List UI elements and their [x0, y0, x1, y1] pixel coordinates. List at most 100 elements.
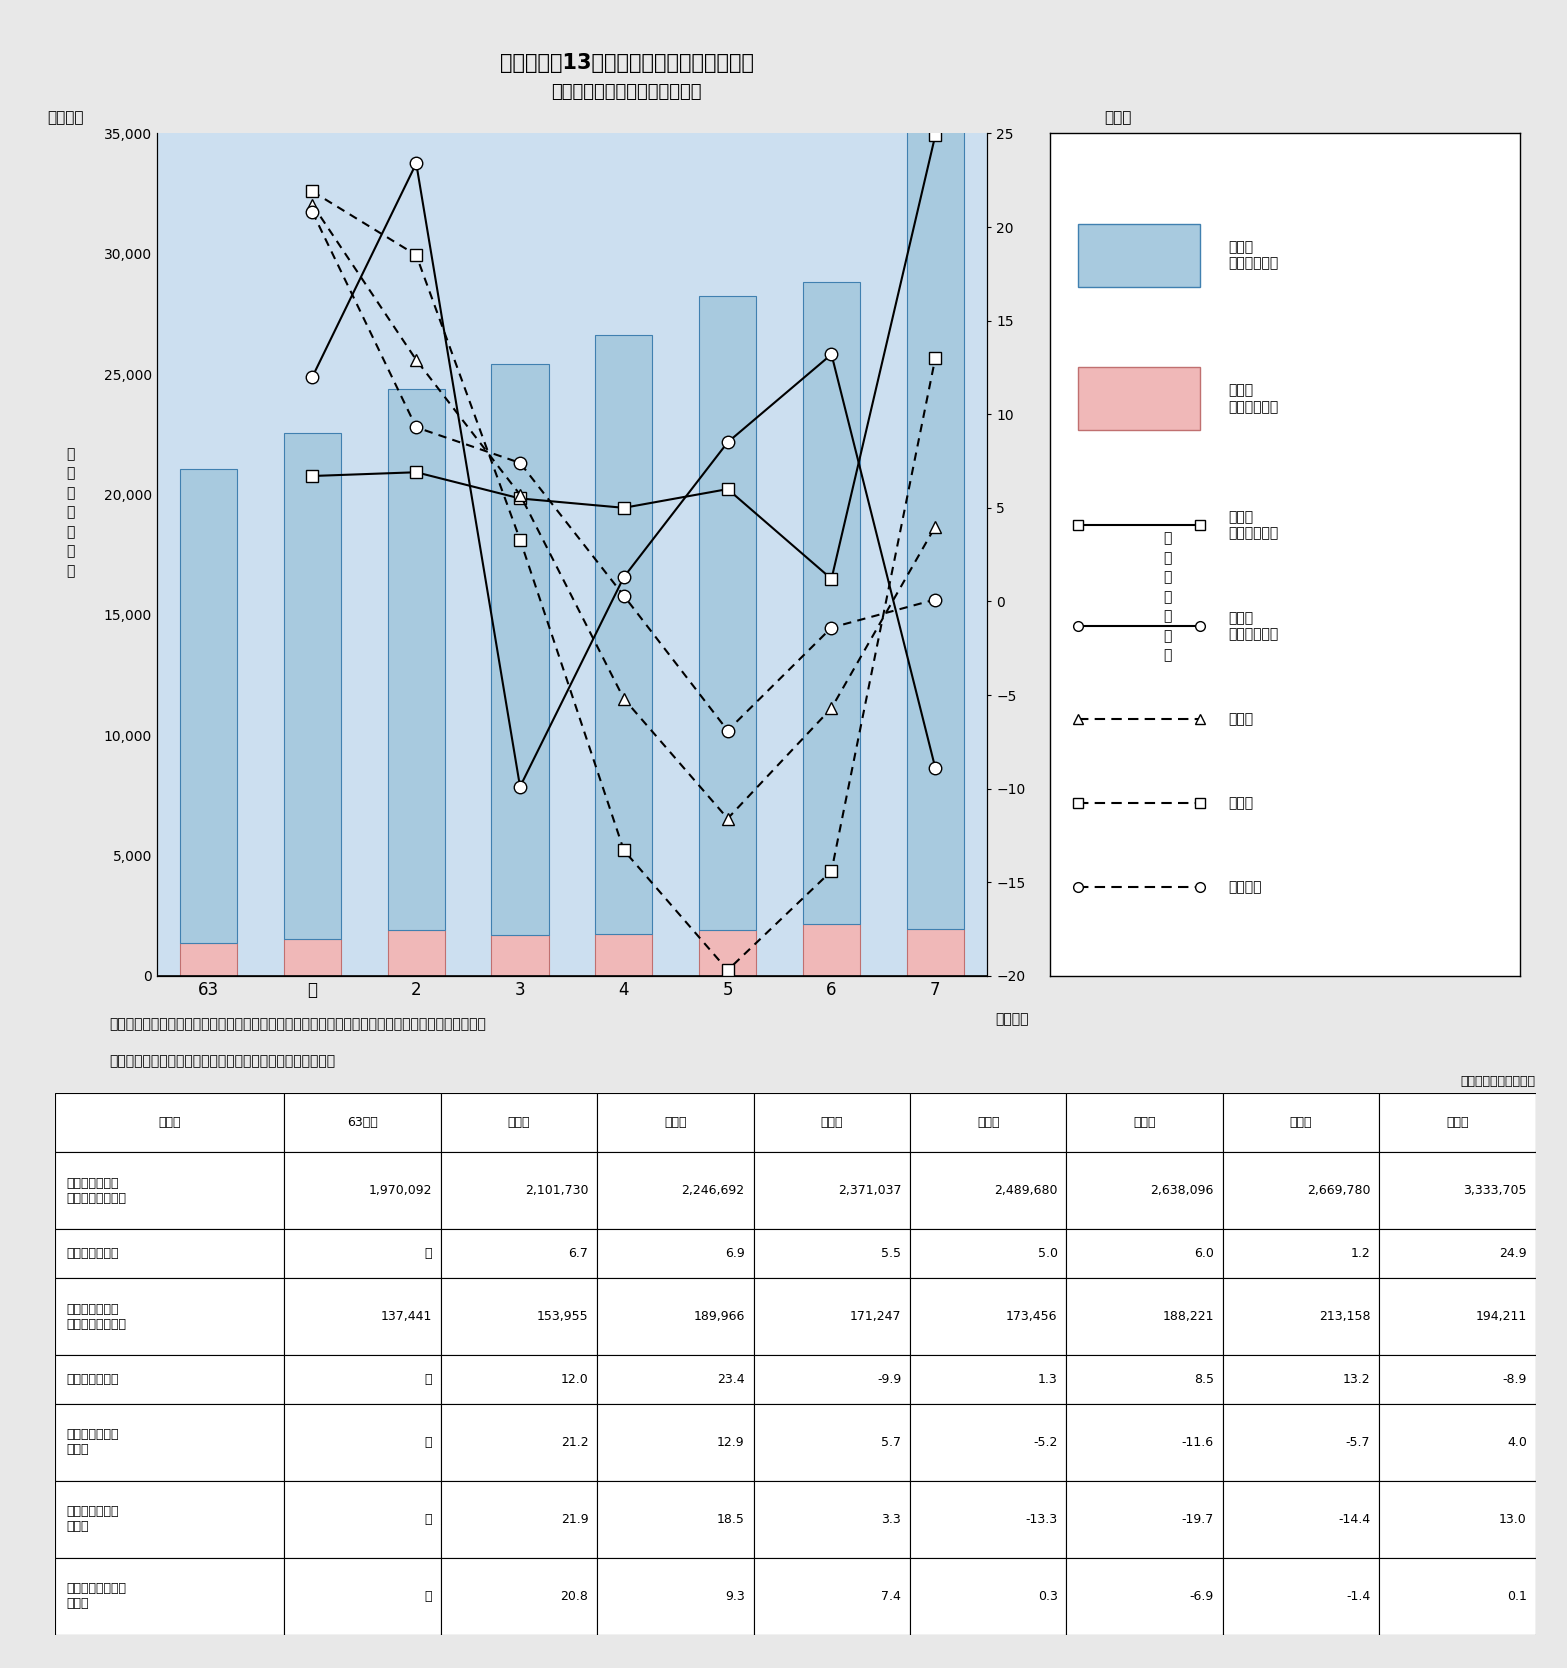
Bar: [910, 1403, 1067, 1481]
Text: 9.3: 9.3: [726, 1590, 744, 1603]
Bar: [1067, 1354, 1222, 1403]
Text: 第１－２－13図　業種別設備投資額の推移: 第１－２－13図 業種別設備投資額の推移: [500, 53, 754, 73]
Text: -1.4: -1.4: [1346, 1590, 1371, 1603]
Bar: [440, 1278, 597, 1354]
Bar: [910, 1558, 1067, 1635]
Text: -8.9: -8.9: [1503, 1373, 1526, 1386]
Text: 1,970,092: 1,970,092: [368, 1184, 432, 1198]
Text: -6.9: -6.9: [1189, 1590, 1214, 1603]
Bar: [754, 1354, 910, 1403]
Bar: [699, 931, 757, 976]
Text: -5.7: -5.7: [1346, 1436, 1371, 1448]
Bar: [597, 1093, 754, 1153]
Bar: [1067, 1403, 1222, 1481]
Text: 13.0: 13.0: [1500, 1513, 1526, 1526]
Bar: [1067, 1278, 1222, 1354]
Bar: [1222, 1354, 1379, 1403]
Text: 171,247: 171,247: [849, 1309, 901, 1323]
Bar: [1379, 1558, 1536, 1635]
Text: -19.7: -19.7: [1182, 1513, 1214, 1526]
Text: -13.3: -13.3: [1025, 1513, 1058, 1526]
Text: -5.2: -5.2: [1033, 1436, 1058, 1448]
Text: 2,638,096: 2,638,096: [1150, 1184, 1214, 1198]
Bar: [754, 1153, 910, 1229]
Bar: [597, 1354, 754, 1403]
Text: －: －: [425, 1590, 432, 1603]
Bar: [802, 924, 860, 976]
Bar: [1222, 1229, 1379, 1278]
Bar: [284, 1278, 440, 1354]
Bar: [180, 469, 237, 942]
Bar: [910, 1481, 1067, 1558]
Text: -9.9: -9.9: [878, 1373, 901, 1386]
Text: ３年度: ３年度: [821, 1116, 843, 1129]
Bar: [284, 1153, 440, 1229]
Bar: [284, 1229, 440, 1278]
Text: 5.5: 5.5: [881, 1248, 901, 1261]
Text: 製造業: 製造業: [1229, 796, 1254, 811]
Bar: [595, 335, 652, 934]
Bar: [1067, 1093, 1222, 1153]
Bar: [1067, 1558, 1222, 1635]
Text: -11.6: -11.6: [1182, 1436, 1214, 1448]
Text: 137,441: 137,441: [381, 1309, 432, 1323]
Text: 非製造業: 非製造業: [1229, 881, 1261, 894]
Text: ４年度: ４年度: [976, 1116, 1000, 1129]
Bar: [910, 1229, 1067, 1278]
Text: 18.5: 18.5: [716, 1513, 744, 1526]
Text: 153,955: 153,955: [536, 1309, 588, 1323]
Text: 0.3: 0.3: [1037, 1590, 1058, 1603]
Bar: [55, 1354, 284, 1403]
Bar: [910, 1354, 1067, 1403]
Text: 全産業: 全産業: [1229, 712, 1254, 726]
Bar: [55, 1093, 284, 1153]
Bar: [910, 1278, 1067, 1354]
Text: 第二種電気通信
事業の設備投資額: 第二種電気通信 事業の設備投資額: [67, 1303, 127, 1331]
Text: 元年度: 元年度: [508, 1116, 530, 1129]
Text: 2,489,680: 2,489,680: [993, 1184, 1058, 1198]
Bar: [1379, 1153, 1536, 1229]
Bar: [387, 931, 445, 976]
Text: 3,333,705: 3,333,705: [1464, 1184, 1526, 1198]
Text: ２年度: ２年度: [664, 1116, 686, 1129]
Bar: [55, 1403, 284, 1481]
Text: （注）７年度は修正計画額、その他の年度は実績額である。: （注）７年度は修正計画額、その他の年度は実績額である。: [110, 1054, 335, 1068]
Text: 1.2: 1.2: [1351, 1248, 1371, 1261]
Bar: [1379, 1278, 1536, 1354]
Bar: [440, 1403, 597, 1481]
Text: 対前年度増減率: 対前年度増減率: [67, 1248, 119, 1261]
Text: 第二種
電気通信事業: 第二種 電気通信事業: [1229, 610, 1279, 641]
Bar: [492, 364, 548, 934]
Text: （年度）: （年度）: [995, 1012, 1028, 1026]
Bar: [1222, 1278, 1379, 1354]
Bar: [284, 1093, 440, 1153]
Bar: [907, 127, 964, 929]
Text: （単位：百万円、％）: （単位：百万円、％）: [1460, 1074, 1536, 1088]
Text: 5.0: 5.0: [1037, 1248, 1058, 1261]
Text: 対
前
年
度
増
減
率: 対 前 年 度 増 減 率: [1163, 530, 1172, 662]
Text: －: －: [425, 1513, 432, 1526]
Text: 63年度: 63年度: [348, 1116, 378, 1129]
Bar: [910, 1153, 1067, 1229]
Text: 4.0: 4.0: [1507, 1436, 1526, 1448]
Text: 「通信産業設備投資等実態調査」（郵政省）、「法人企業動向調査報告」（経済企画庁）により作成: 「通信産業設備投資等実態調査」（郵政省）、「法人企業動向調査報告」（経済企画庁）…: [110, 1017, 487, 1031]
Bar: [910, 1093, 1067, 1153]
Text: 製造業対前年度
増減率: 製造業対前年度 増減率: [67, 1505, 119, 1533]
Bar: [55, 1558, 284, 1635]
Text: 3.3: 3.3: [881, 1513, 901, 1526]
Bar: [440, 1558, 597, 1635]
Bar: [754, 1093, 910, 1153]
Bar: [440, 1481, 597, 1558]
Text: 5.7: 5.7: [881, 1436, 901, 1448]
Text: 第二種
電気通信事業: 第二種 電気通信事業: [1229, 384, 1279, 414]
Text: 173,456: 173,456: [1006, 1309, 1058, 1323]
Bar: [55, 1153, 284, 1229]
Bar: [1222, 1093, 1379, 1153]
Text: （実績額及び対前年度増減率）: （実績額及び対前年度増減率）: [552, 83, 702, 100]
Bar: [1379, 1354, 1536, 1403]
Text: 20.8: 20.8: [561, 1590, 588, 1603]
Text: 8.5: 8.5: [1194, 1373, 1214, 1386]
Text: 2,101,730: 2,101,730: [525, 1184, 588, 1198]
Bar: [1222, 1153, 1379, 1229]
Bar: [284, 434, 342, 939]
